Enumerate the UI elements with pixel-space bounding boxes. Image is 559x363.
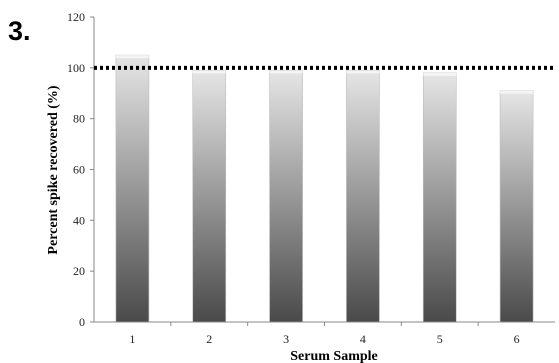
x-tick-label: 5 [437, 332, 443, 346]
x-axis-ticks: 1 2 3 4 5 6 [129, 322, 520, 346]
bar-top-highlight [500, 90, 534, 94]
x-axis-title: Serum Sample [290, 349, 378, 363]
bars [115, 54, 534, 323]
y-axis-title: Percent spike recovered (%) [46, 85, 61, 254]
bar-top-highlight [346, 70, 380, 74]
panel-label: 3. [8, 16, 31, 46]
y-tick-label: 100 [67, 61, 85, 75]
y-tick-label: 40 [73, 213, 85, 227]
y-tick-label: 20 [73, 264, 85, 278]
bar-sample-5 [422, 72, 457, 323]
bar-top-highlight [269, 70, 303, 74]
x-tick-label: 1 [129, 332, 135, 346]
x-tick-label: 2 [206, 332, 212, 346]
x-tick-label: 6 [514, 332, 520, 346]
bar-sample-4 [346, 70, 380, 323]
y-tick-label: 120 [67, 10, 85, 24]
bar-top-highlight [115, 55, 149, 59]
bar-sample-2 [192, 70, 227, 323]
bar-sample-6 [499, 90, 534, 323]
y-tick-label: 80 [73, 112, 85, 126]
bar-sample-1 [115, 54, 150, 323]
y-axis-ticks: 0 20 40 60 80 100 120 [67, 10, 94, 329]
y-tick-label: 0 [79, 315, 85, 329]
bar-sample-3 [269, 70, 303, 323]
x-tick-label: 4 [360, 332, 366, 346]
y-tick-label: 60 [73, 163, 85, 177]
bar-top-highlight [192, 70, 226, 74]
bar-top-highlight [423, 72, 457, 76]
x-tick-label: 3 [283, 332, 289, 346]
